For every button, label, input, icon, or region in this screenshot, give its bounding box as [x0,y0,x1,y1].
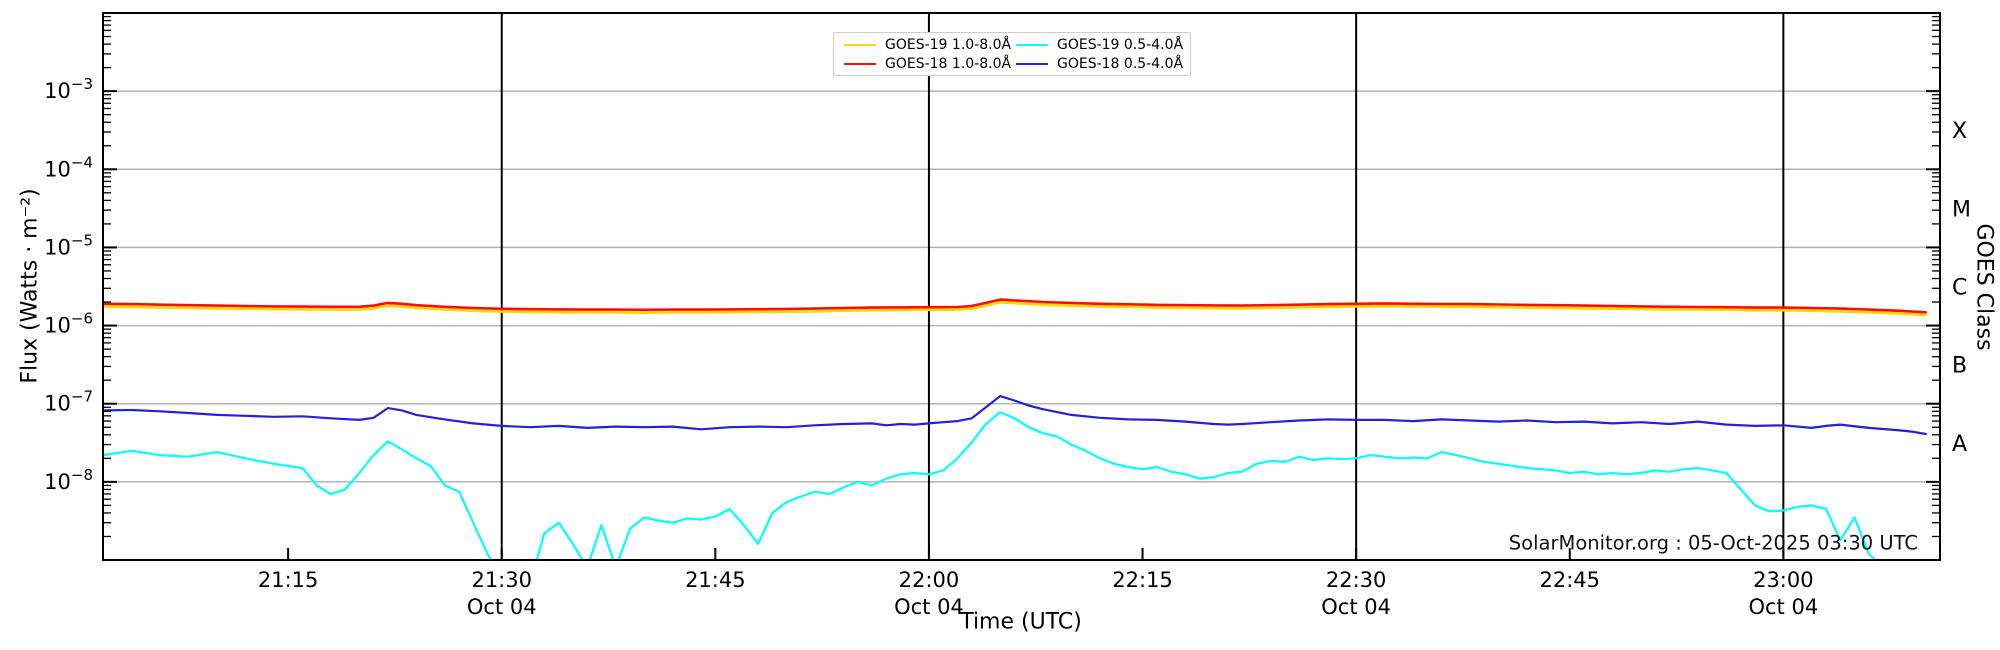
x-tick-sublabel: Oct 04 [1748,595,1818,619]
y-tick-label: 10−8 [44,466,93,494]
goes-class-letter-a: A [1952,432,1967,457]
chart-legend: GOES-19 1.0-8.0Å GOES-18 1.0-8.0Å GOES-19 … [833,32,1191,76]
goes-class-letter-m: M [1952,197,1971,222]
legend-entry: GOES-18 1.0-8.0Å [840,56,1012,72]
x-tick-label: 21:45 [685,568,746,592]
y-axis-label: Flux (Watts · m⁻²) [17,188,43,384]
goes-class-letter-b: B [1952,354,1967,379]
x-tick-label: 22:30 [1326,568,1387,592]
series-line-goes-18-0-5-4-0a [103,395,1927,436]
legend-entry: GOES-19 0.5-4.0Å [1012,37,1184,53]
legend-entry-label: GOES-19 0.5-4.0Å [1057,36,1184,53]
legend-line-swatch-icon [844,43,876,46]
x-axis-label: Time (UTC) [960,609,1082,635]
series-line-goes-19-1-0-8-0a [103,301,1928,317]
series-line-goes-19-0-5-4-0a [103,411,1877,560]
watermark-text: SolarMonitor.org : 05-Oct-2025 03:30 UTC [1508,531,1918,555]
y-tick-label: 10−7 [44,388,93,416]
x-tick-sublabel: Oct 04 [467,595,537,619]
legend-line-swatch-icon [1016,62,1048,65]
y-tick-label: 10−4 [44,153,93,181]
y-tick-label: 10−6 [44,310,93,338]
x-tick-sublabel: Oct 04 [1321,595,1391,619]
x-tick-label: 21:15 [258,568,319,592]
plot-border [102,12,1941,561]
legend-line-swatch-icon [1016,43,1048,46]
right-axis-label: GOES Class [1971,223,1997,351]
goes-class-letter-x: X [1952,119,1967,144]
x-tick-label: 23:00 [1753,568,1814,592]
x-tick-label: 22:45 [1539,568,1600,592]
legend-entry-label: GOES-19 1.0-8.0Å [885,36,1012,53]
legend-line-swatch-icon [844,62,876,65]
x-tick-label: 22:00 [899,568,960,592]
series-line-goes-18-1-0-8-0a [103,298,1928,314]
x-tick-sublabel: Oct 04 [894,595,964,619]
legend-entry-label: GOES-18 1.0-8.0Å [885,55,1012,72]
y-tick-label: 10−3 [44,75,93,103]
x-tick-label: 21:30 [471,568,532,592]
y-tick-label: 10−5 [44,231,93,259]
x-tick-label: 22:15 [1112,568,1173,592]
goes-class-letter-c: C [1952,276,1967,301]
legend-entry-label: GOES-18 0.5-4.0Å [1057,55,1184,72]
legend-entry: GOES-19 1.0-8.0Å [840,37,1012,53]
legend-entry: GOES-18 0.5-4.0Å [1012,56,1184,72]
